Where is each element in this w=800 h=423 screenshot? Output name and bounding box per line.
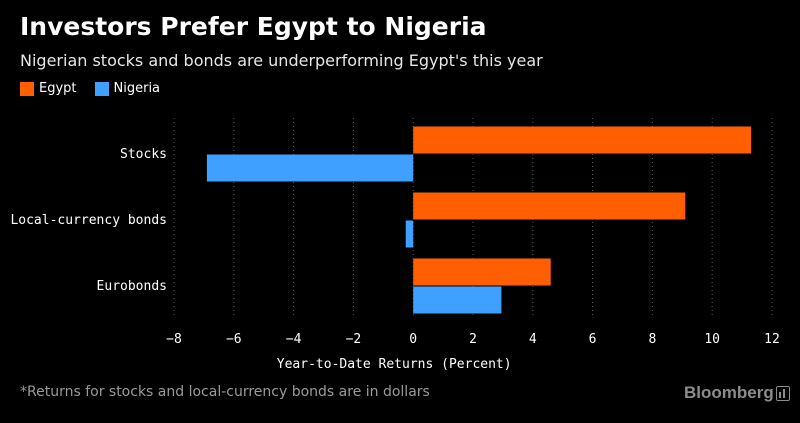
bloomberg-mark-icon (775, 385, 790, 401)
x-tick-label: 0 (409, 332, 417, 347)
x-tick-label: 8 (648, 332, 656, 347)
bloomberg-logo: Bloomberg (684, 383, 790, 403)
legend-label-nigeria: Nigeria (113, 81, 161, 96)
logo-text: Bloomberg (684, 383, 774, 402)
x-tick-label: −4 (286, 332, 302, 347)
chart-subtitle: Nigerian stocks and bonds are underperfo… (20, 51, 543, 70)
bar-egypt (413, 258, 551, 286)
x-tick-label: −6 (226, 332, 242, 347)
legend-swatch-nigeria (94, 81, 109, 96)
x-axis-label: Year-to-Date Returns (Percent) (277, 357, 512, 372)
bar-nigeria (413, 286, 502, 314)
x-tick-label: −8 (166, 332, 182, 347)
x-tick-label: 6 (589, 332, 597, 347)
x-tick-label: 4 (529, 332, 537, 347)
legend-item-egypt: Egypt (20, 81, 77, 96)
x-tick-label: −2 (346, 332, 362, 347)
legend-swatch-egypt (20, 81, 34, 96)
chart-title: Investors Prefer Egypt to Nigeria (20, 12, 487, 41)
category-label: Eurobonds (97, 279, 167, 294)
category-label: Stocks (120, 147, 167, 162)
bar-egypt (413, 126, 752, 154)
legend-label-egypt: Egypt (39, 81, 77, 96)
x-tick-label: 2 (469, 332, 477, 347)
legend: Egypt Nigeria (20, 81, 178, 96)
category-label: Local-currency bonds (10, 213, 167, 228)
bar-nigeria (405, 220, 414, 248)
bar-nigeria (206, 154, 414, 182)
x-tick-label: 10 (704, 332, 720, 347)
footnote: *Returns for stocks and local-currency b… (20, 384, 430, 400)
legend-item-nigeria: Nigeria (94, 81, 161, 96)
bar-egypt (413, 192, 686, 220)
x-tick-label: 12 (764, 332, 780, 347)
